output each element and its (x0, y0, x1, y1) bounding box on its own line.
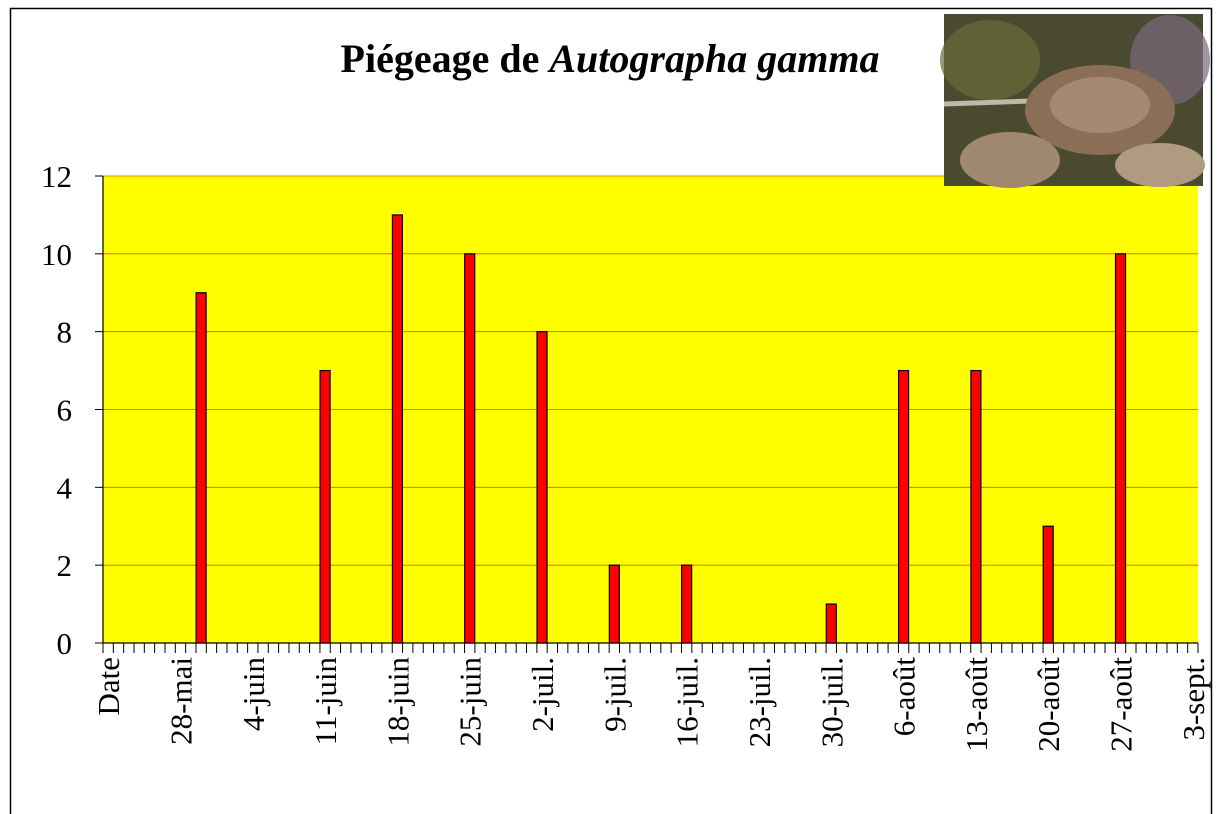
x-tick-label: 18-juin (380, 657, 415, 747)
x-tick-label: 20-août (1031, 657, 1066, 752)
x-tick-label: 23-juil. (742, 657, 777, 747)
x-tick-label: 2-juil. (525, 657, 560, 732)
x-tick-label: 27-août (1104, 657, 1139, 752)
y-tick-label: 2 (57, 548, 73, 583)
x-tick-label: 25-juin (453, 657, 488, 747)
y-tick-label: 6 (57, 393, 73, 428)
y-tick-label: 10 (41, 237, 72, 272)
x-tick-label: Date (91, 657, 126, 716)
title-italic: Autographa gamma (546, 36, 879, 81)
bar (609, 565, 619, 643)
bar (826, 604, 836, 643)
bar (682, 565, 692, 643)
x-tick-label: 11-juin (308, 657, 343, 746)
bar (320, 371, 330, 643)
y-tick-label: 4 (57, 470, 73, 505)
x-tick-label: 13-août (959, 657, 994, 752)
y-tick-label: 8 (57, 315, 73, 350)
moth-photo (940, 14, 1210, 188)
x-tick-label: 9-juil. (597, 657, 632, 732)
x-tick-label: 16-juil. (670, 657, 705, 747)
y-tick-label: 0 (57, 626, 73, 661)
bar (971, 371, 981, 643)
title-plain: Piégeage de (341, 36, 540, 81)
bar (537, 332, 547, 643)
bar (465, 254, 475, 643)
bar (899, 371, 909, 643)
bar (1043, 526, 1053, 643)
chart: Piégeage deAutographa gamma 0 2 4 6 8 10 12 Dat… (0, 0, 1223, 814)
x-tick-label: 6-août (887, 657, 922, 737)
bar (392, 215, 402, 643)
x-tick-label: 3-sept. (1176, 657, 1211, 741)
x-tick-label: 30-juil. (814, 657, 849, 747)
x-tick-label: 28-mai (163, 657, 198, 745)
bar (196, 293, 206, 643)
x-tick-label: 4-juin (236, 657, 271, 732)
y-tick-label: 12 (41, 159, 72, 194)
bar (1116, 254, 1126, 643)
